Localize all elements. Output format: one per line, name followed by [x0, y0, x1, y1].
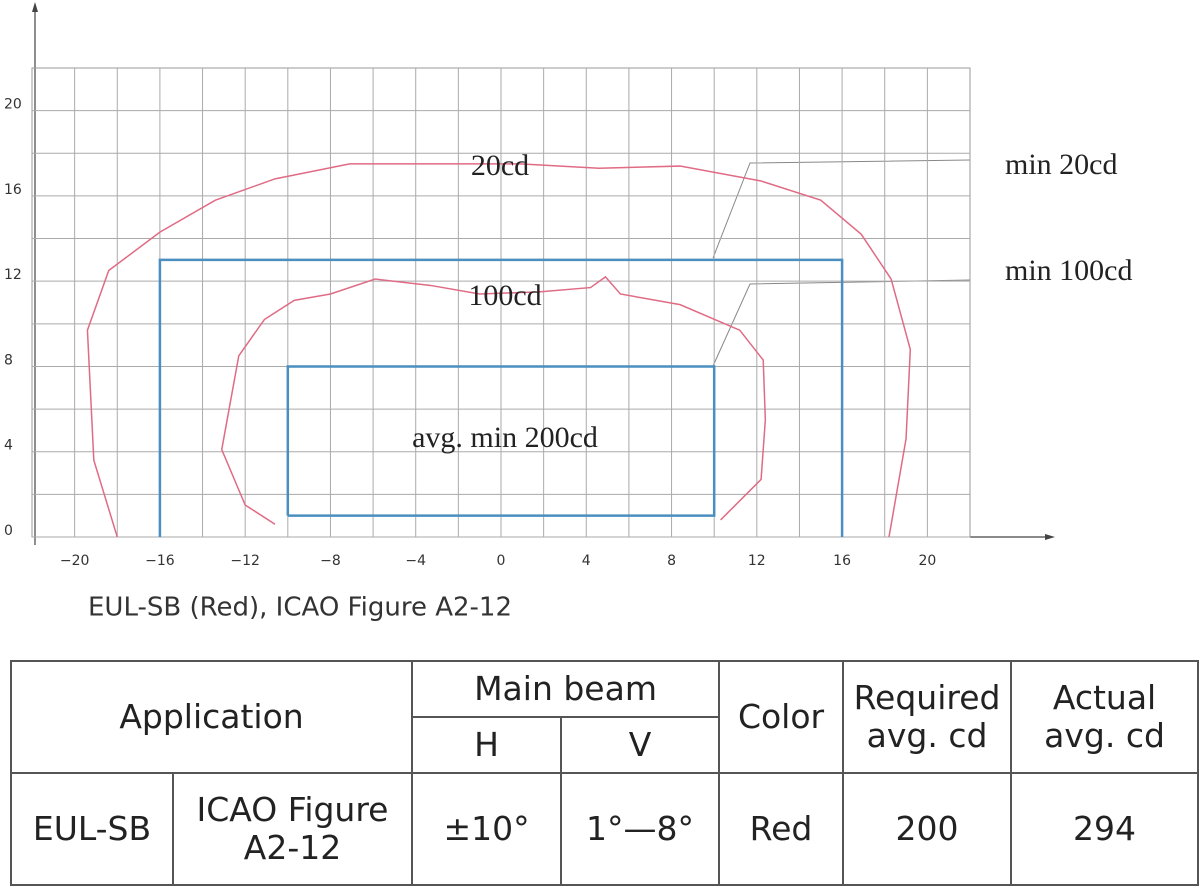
- x-tick-label: −8: [320, 553, 341, 569]
- x-tick-label: −12: [230, 553, 260, 569]
- x-arrow-head: [1045, 534, 1055, 540]
- x-tick-label: 12: [748, 553, 766, 569]
- series-line: [158, 258, 844, 537]
- spec-table: Application Main beam Color Required avg…: [9, 660, 1200, 886]
- series-label: min 100cd: [1005, 254, 1133, 287]
- series-label: min 20cd: [1005, 148, 1118, 181]
- series-label: 20cd: [471, 149, 529, 182]
- header-cell: Required avg. cd: [842, 660, 1013, 774]
- y-tick-label: 20: [4, 97, 22, 113]
- cell: 200: [842, 772, 1013, 886]
- subheader-cell: H: [411, 716, 563, 774]
- caption: EUL-SB (Red), ICAO Figure A2-12: [88, 593, 512, 623]
- y-tick-label: 12: [4, 267, 22, 283]
- y-tick-label: 8: [4, 352, 13, 368]
- header-cell: Actual avg. cd: [1010, 660, 1200, 774]
- series-line: [86, 163, 912, 538]
- cell: ±10°: [411, 772, 563, 886]
- subheader-cell: V: [560, 716, 721, 774]
- x-tick-label: 16: [833, 553, 851, 569]
- series-line: [220, 275, 767, 525]
- cell: 1°—8°: [560, 772, 721, 886]
- series-label: 100cd: [468, 279, 541, 312]
- y-tick-label: 4: [4, 438, 13, 454]
- cell: ICAO Figure A2-12: [171, 772, 414, 886]
- x-tick-label: −20: [60, 553, 90, 569]
- cell: EUL-SB: [10, 772, 174, 886]
- header-cell: Color: [718, 660, 845, 774]
- leader-line: [712, 159, 971, 259]
- chart: EUL-SB (Red), ICAO Figure A2-12 −20 −16 −1…: [4, 2, 1133, 623]
- x-tick-label: −4: [405, 553, 426, 569]
- x-tick-label: 8: [667, 553, 676, 569]
- x-tick-label: 4: [582, 553, 591, 569]
- cell: 294: [1010, 772, 1200, 886]
- annotation: avg. min 200cd: [412, 421, 598, 454]
- header-cell: Main beam: [411, 660, 721, 718]
- x-tick-label: 20: [918, 553, 936, 569]
- y-arrow-head: [32, 2, 38, 12]
- y-tick-label: 16: [4, 182, 22, 198]
- y-tick-label: 0: [4, 523, 13, 539]
- header-cell: Application: [9, 660, 414, 774]
- x-tick-label: 0: [497, 553, 506, 569]
- x-tick-label: −16: [145, 553, 175, 569]
- cell: Red: [718, 772, 845, 886]
- series-line: [286, 365, 716, 517]
